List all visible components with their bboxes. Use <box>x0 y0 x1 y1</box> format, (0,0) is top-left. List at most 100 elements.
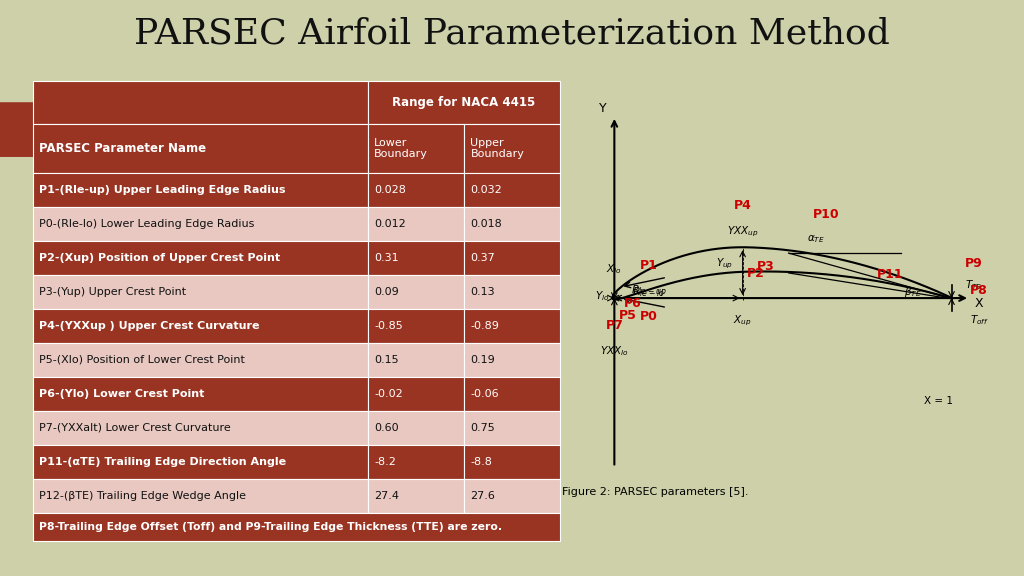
Text: $\beta_{TE}$: $\beta_{TE}$ <box>904 285 922 299</box>
Text: 0.37: 0.37 <box>470 253 496 263</box>
Text: P3: P3 <box>757 260 774 273</box>
Bar <box>368 479 464 513</box>
Text: -8.2: -8.2 <box>374 457 396 467</box>
Text: P11: P11 <box>878 268 904 281</box>
Bar <box>464 275 560 309</box>
Text: 0.75: 0.75 <box>470 423 496 433</box>
Text: P6: P6 <box>624 297 641 310</box>
Text: Lower
Boundary: Lower Boundary <box>374 138 428 160</box>
Text: P4-(YXXup ) Upper Crest Curvature: P4-(YXXup ) Upper Crest Curvature <box>39 321 260 331</box>
Text: X = 1: X = 1 <box>924 396 953 406</box>
Text: P0-(Rle-lo) Lower Leading Edge Radius: P0-(Rle-lo) Lower Leading Edge Radius <box>39 219 255 229</box>
Text: Upper
Boundary: Upper Boundary <box>470 138 524 160</box>
Bar <box>464 309 560 343</box>
Text: $R_{le-lo}$: $R_{le-lo}$ <box>633 285 666 298</box>
Text: PARSEC Airfoil Parameterization Method: PARSEC Airfoil Parameterization Method <box>134 17 890 51</box>
Text: -0.06: -0.06 <box>470 389 499 399</box>
Text: $Y_{lo}$: $Y_{lo}$ <box>595 289 609 302</box>
Bar <box>368 377 464 411</box>
Bar <box>33 173 368 207</box>
Text: $R_{le-up}$: $R_{le-up}$ <box>631 283 667 300</box>
Text: Figure 2: PARSEC parameters [5].: Figure 2: PARSEC parameters [5]. <box>561 487 749 497</box>
Bar <box>464 124 560 173</box>
Text: P6-(Ylo) Lower Crest Point: P6-(Ylo) Lower Crest Point <box>39 389 205 399</box>
Bar <box>33 241 368 275</box>
Bar <box>368 411 464 445</box>
Text: Y: Y <box>599 102 606 115</box>
Text: 27.4: 27.4 <box>374 491 399 501</box>
Bar <box>464 377 560 411</box>
Text: $X_{up}$: $X_{up}$ <box>733 314 752 328</box>
Text: P4: P4 <box>733 199 752 212</box>
Bar <box>33 124 368 173</box>
Text: P8: P8 <box>970 284 987 297</box>
Bar <box>33 411 368 445</box>
Text: P1-(Rle-up) Upper Leading Edge Radius: P1-(Rle-up) Upper Leading Edge Radius <box>39 185 286 195</box>
Text: P7-(YXXalt) Lower Crest Curvature: P7-(YXXalt) Lower Crest Curvature <box>39 423 230 433</box>
Bar <box>368 81 560 124</box>
Bar <box>33 343 368 377</box>
Text: P1: P1 <box>640 259 657 272</box>
Bar <box>464 445 560 479</box>
Bar <box>33 81 368 124</box>
Bar <box>33 275 368 309</box>
Bar <box>464 479 560 513</box>
Text: $Y_{up}$: $Y_{up}$ <box>716 256 733 271</box>
Bar <box>368 275 464 309</box>
Text: $X_{lo}$: $X_{lo}$ <box>606 263 623 276</box>
Text: 0.032: 0.032 <box>470 185 502 195</box>
Polygon shape <box>0 103 184 157</box>
Text: 0.13: 0.13 <box>470 287 495 297</box>
Text: 0.018: 0.018 <box>470 219 502 229</box>
Text: 0.012: 0.012 <box>374 219 406 229</box>
Text: P11-(αTE) Trailing Edge Direction Angle: P11-(αTE) Trailing Edge Direction Angle <box>39 457 287 467</box>
Bar <box>33 513 560 541</box>
Text: -0.89: -0.89 <box>470 321 500 331</box>
Text: -8.8: -8.8 <box>470 457 493 467</box>
Text: P8-Trailing Edge Offset (Toff) and P9-Trailing Edge Thickness (TTE) are zero.: P8-Trailing Edge Offset (Toff) and P9-Tr… <box>39 522 502 532</box>
Bar <box>33 479 368 513</box>
Text: Range for NACA 4415: Range for NACA 4415 <box>392 96 536 109</box>
Text: P3-(Yup) Upper Crest Point: P3-(Yup) Upper Crest Point <box>39 287 186 297</box>
Text: X: X <box>975 297 983 309</box>
Bar <box>464 241 560 275</box>
Bar <box>368 207 464 241</box>
Text: $YXX_{up}$: $YXX_{up}$ <box>727 225 759 240</box>
Text: P2: P2 <box>748 267 765 280</box>
Bar <box>368 241 464 275</box>
Text: 0.60: 0.60 <box>374 423 398 433</box>
Text: $\alpha_{TE}$: $\alpha_{TE}$ <box>807 233 824 245</box>
Bar <box>368 124 464 173</box>
Text: 0.09: 0.09 <box>374 287 398 297</box>
Text: P5: P5 <box>618 309 637 322</box>
Bar <box>33 309 368 343</box>
Bar <box>33 207 368 241</box>
Text: PARSEC Parameter Name: PARSEC Parameter Name <box>39 142 206 155</box>
Text: P2-(Xup) Position of Upper Crest Point: P2-(Xup) Position of Upper Crest Point <box>39 253 281 263</box>
Text: P0: P0 <box>640 310 657 323</box>
Text: $T_{off}$: $T_{off}$ <box>970 313 989 327</box>
Text: 27.6: 27.6 <box>470 491 496 501</box>
Text: 0.31: 0.31 <box>374 253 398 263</box>
Bar <box>368 343 464 377</box>
Bar <box>464 173 560 207</box>
Text: P10: P10 <box>813 208 840 221</box>
Bar <box>368 309 464 343</box>
Text: 0.028: 0.028 <box>374 185 406 195</box>
Text: $YXX_{lo}$: $YXX_{lo}$ <box>600 344 629 358</box>
Text: -0.02: -0.02 <box>374 389 402 399</box>
Text: P9: P9 <box>966 257 983 270</box>
Bar <box>368 445 464 479</box>
Bar <box>464 207 560 241</box>
Text: P5-(Xlo) Position of Lower Crest Point: P5-(Xlo) Position of Lower Crest Point <box>39 355 245 365</box>
Bar <box>464 343 560 377</box>
Bar <box>33 445 368 479</box>
Text: -0.85: -0.85 <box>374 321 402 331</box>
Bar <box>33 377 368 411</box>
Text: P12-(βTE) Trailing Edge Wedge Angle: P12-(βTE) Trailing Edge Wedge Angle <box>39 491 246 501</box>
Bar <box>368 173 464 207</box>
Bar <box>464 411 560 445</box>
Text: 0.15: 0.15 <box>374 355 398 365</box>
Text: P7: P7 <box>605 319 624 332</box>
Text: $T_{TE}$: $T_{TE}$ <box>966 278 983 292</box>
